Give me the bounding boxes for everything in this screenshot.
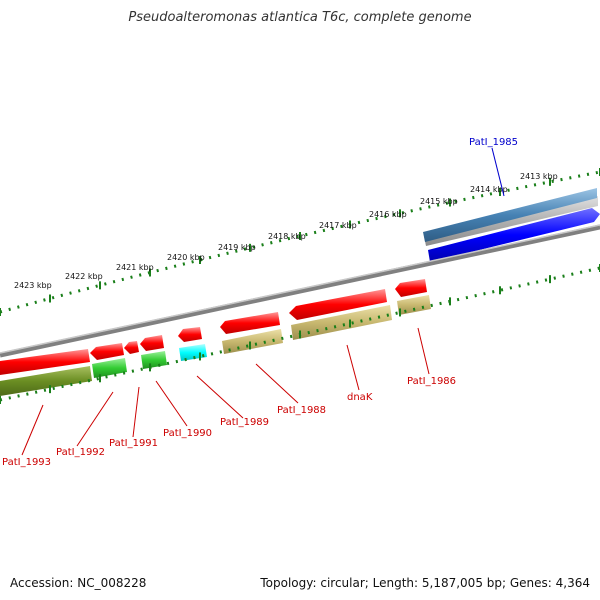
cds-arrow-patl-1988[interactable] [220,312,280,334]
cds-arrow-patl-1991[interactable] [124,341,139,354]
cds-arrow-patl-1993[interactable] [0,349,90,375]
genome-backbone-highlight [0,224,600,354]
cds-arrow-patl-1990[interactable] [140,335,164,351]
scale-label: 2413 kbp [520,172,558,181]
olive-feature-patl-1986[interactable] [397,295,431,315]
olive-feature-dnak[interactable] [291,305,392,340]
gene-label-patl-1985[interactable]: PatI_1985 [469,137,518,148]
steelblue-feature-band [423,188,597,242]
dark-olive-feature-patl-1993[interactable] [0,366,92,396]
gene-label-patl-1991[interactable]: PatI_1991 [109,438,158,449]
scale-label: 2416 kbp [369,210,407,219]
scale-label: 2421 kbp [116,263,154,272]
leader-dnak [346,344,360,391]
leader-patl-1993 [21,404,44,456]
blue-cds-patl-1985[interactable] [428,208,600,262]
cds-arrow-patl-1989[interactable] [178,327,202,342]
leader-patl-1989 [196,375,244,419]
cds-arrow-patl-1992[interactable] [90,343,124,360]
map-title: Pseudoalteromonas atlantica T6c, complet… [128,10,472,25]
leader-patl-1991 [132,386,140,438]
scale-labels: 2413 kbp 2414 kbp 2415 kbp 2416 kbp 2417… [14,172,558,290]
label-leaders [21,147,505,456]
green-feature-patl-1992[interactable] [92,358,127,378]
forward-features [423,188,600,262]
leader-patl-1992 [76,391,114,447]
scale-label: 2419 kbp [218,243,256,252]
gene-label-patl-1986[interactable]: PatI_1986 [407,376,456,387]
reverse-cds-features [0,279,427,375]
scale-label: 2420 kbp [167,253,205,262]
scale-label: 2423 kbp [14,281,52,290]
scale-label: 2417 kbp [319,221,357,230]
leader-patl-1985 [491,147,505,197]
scale-label: 2418 kbp [268,232,306,241]
outer-tick-ring [0,168,600,316]
scale-label: 2422 kbp [65,272,103,281]
gene-label-patl-1988[interactable]: PatI_1988 [277,405,326,416]
gene-label-patl-1989[interactable]: PatI_1989 [220,417,269,428]
leader-patl-1988 [255,363,299,404]
inner-major-ticks [0,264,600,404]
genome-backbone [0,224,600,358]
leader-patl-1990 [155,380,188,427]
gene-label-patl-1990[interactable]: PatI_1990 [163,428,212,439]
gene-label-dnak[interactable]: dnaK [347,392,373,403]
accession-text: Accession: NC_008228 [10,576,147,590]
gene-label-patl-1993[interactable]: PatI_1993 [2,457,51,468]
cds-arrow-patl-1986[interactable] [395,279,427,297]
cyan-feature-patl-1989[interactable] [179,344,207,361]
scale-label: 2414 kbp [470,185,508,194]
gene-labels: PatI_1985 PatI_1986 dnaK PatI_1988 PatI_… [2,137,518,468]
scale-label: 2415 kbp [420,197,458,206]
gene-label-patl-1992[interactable]: PatI_1992 [56,447,105,458]
summary-text: Topology: circular; Length: 5,187,005 bp… [260,576,590,590]
outer-major-ticks [0,168,600,316]
leader-patl-1986 [417,327,430,375]
cds-arrow-dnak[interactable] [289,289,387,320]
inner-tick-ring [0,264,600,404]
green-feature-patl-1990[interactable] [141,351,167,369]
